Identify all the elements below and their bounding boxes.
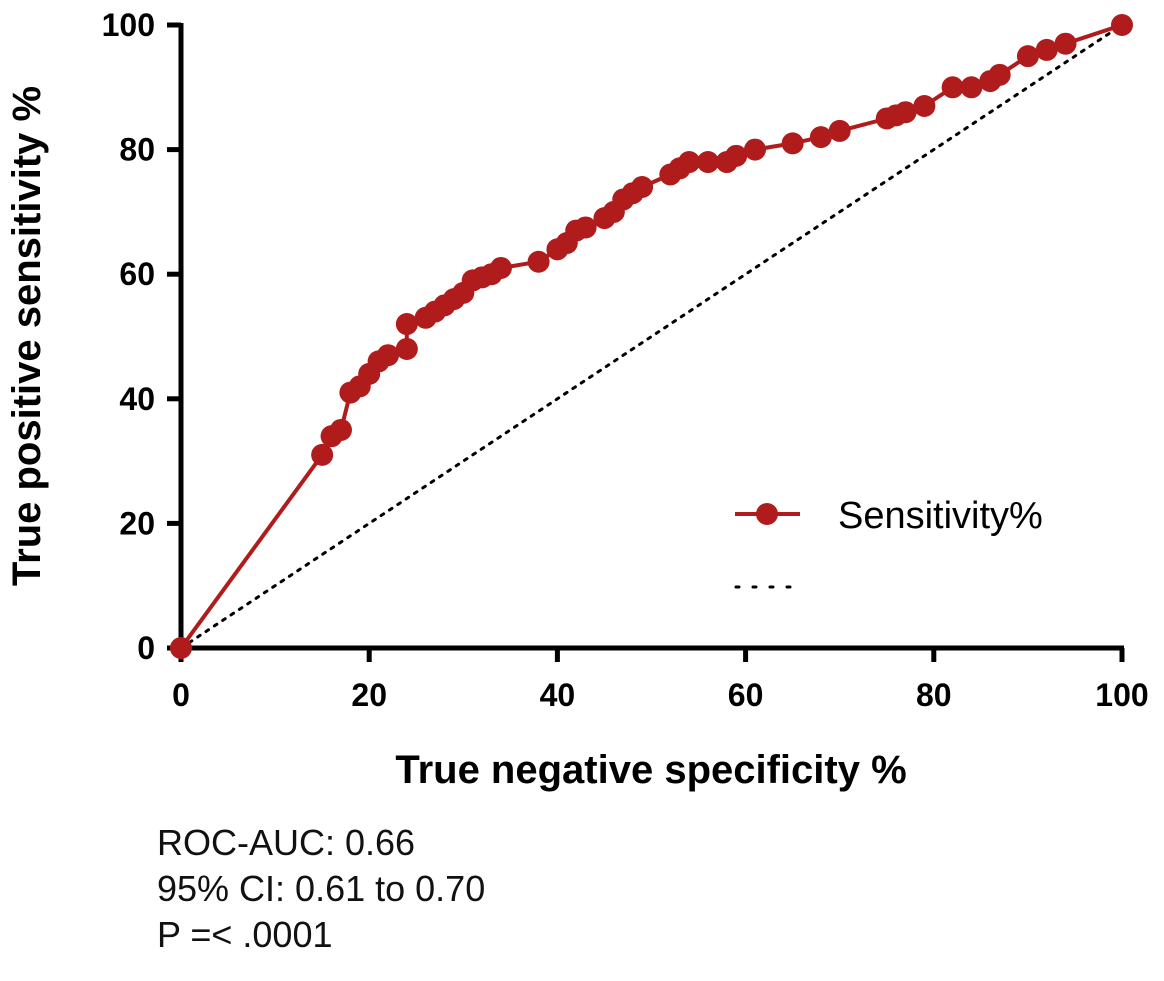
reference-line bbox=[179, 23, 1124, 650]
p-value-text: P =< .0001 bbox=[157, 914, 333, 955]
x-tick-label: 0 bbox=[172, 677, 190, 713]
sensitivity-point bbox=[329, 418, 352, 441]
x-axis-title: True negative specificity % bbox=[395, 748, 906, 792]
sensitivity-point bbox=[744, 138, 767, 161]
sensitivity-point bbox=[809, 126, 832, 149]
ci-text: 95% CI: 0.61 to 0.70 bbox=[157, 868, 486, 909]
sensitivity-point bbox=[395, 313, 418, 336]
legend-label-sensitivity: Sensitivity% bbox=[838, 495, 1043, 537]
x-tick-label: 80 bbox=[916, 677, 952, 713]
reference-line-group bbox=[179, 23, 1124, 650]
y-tick-label: 40 bbox=[119, 381, 155, 417]
sensitivity-point bbox=[311, 443, 334, 466]
legend-marker-sensitivity bbox=[756, 503, 778, 525]
x-tick-label: 100 bbox=[1095, 677, 1148, 713]
sensitivity-point bbox=[781, 132, 804, 155]
y-tick-label: 60 bbox=[119, 256, 155, 292]
sensitivity-point bbox=[913, 94, 936, 117]
legend: Sensitivity% bbox=[734, 495, 1043, 589]
y-tick-label: 20 bbox=[119, 505, 155, 541]
sensitivity-point bbox=[678, 151, 701, 174]
axes: 0 20 40 60 80 100 0 20 40 60 80 100 bbox=[102, 7, 1149, 713]
sensitivity-point bbox=[1035, 38, 1058, 61]
sensitivity-point bbox=[960, 76, 983, 99]
x-tick-label: 40 bbox=[540, 677, 576, 713]
sensitivity-point bbox=[725, 144, 748, 167]
sensitivity-point bbox=[1054, 32, 1077, 55]
sensitivity-point bbox=[1111, 14, 1133, 36]
sensitivity-series-group bbox=[170, 14, 1133, 659]
y-tick-label: 100 bbox=[102, 7, 155, 43]
sensitivity-point bbox=[574, 216, 597, 239]
y-tick-label: 0 bbox=[137, 630, 155, 666]
sensitivity-point bbox=[894, 101, 917, 124]
sensitivity-point bbox=[828, 119, 851, 142]
sensitivity-point bbox=[696, 151, 719, 174]
x-tick-label: 60 bbox=[728, 677, 764, 713]
roc-chart: 0 20 40 60 80 100 0 20 40 60 80 100 Sensitivity% Tr… bbox=[5, 7, 1149, 792]
sensitivity-point bbox=[941, 76, 964, 99]
sensitivity-point bbox=[395, 337, 418, 360]
y-axis-title: True positive sensitivity % bbox=[5, 86, 49, 586]
sensitivity-point bbox=[377, 344, 400, 367]
sensitivity-point bbox=[988, 63, 1011, 86]
sensitivity-point bbox=[170, 637, 192, 659]
sensitivity-point bbox=[489, 256, 512, 279]
auc-text: ROC-AUC: 0.66 bbox=[157, 822, 416, 863]
sensitivity-point bbox=[1016, 45, 1039, 68]
y-tick-label: 80 bbox=[119, 132, 155, 168]
x-tick-label: 20 bbox=[351, 677, 387, 713]
sensitivity-point bbox=[527, 250, 550, 273]
statistics-annotation: ROC-AUC: 0.66 95% CI: 0.61 to 0.70 P =< … bbox=[157, 820, 485, 958]
sensitivity-point bbox=[631, 175, 654, 198]
